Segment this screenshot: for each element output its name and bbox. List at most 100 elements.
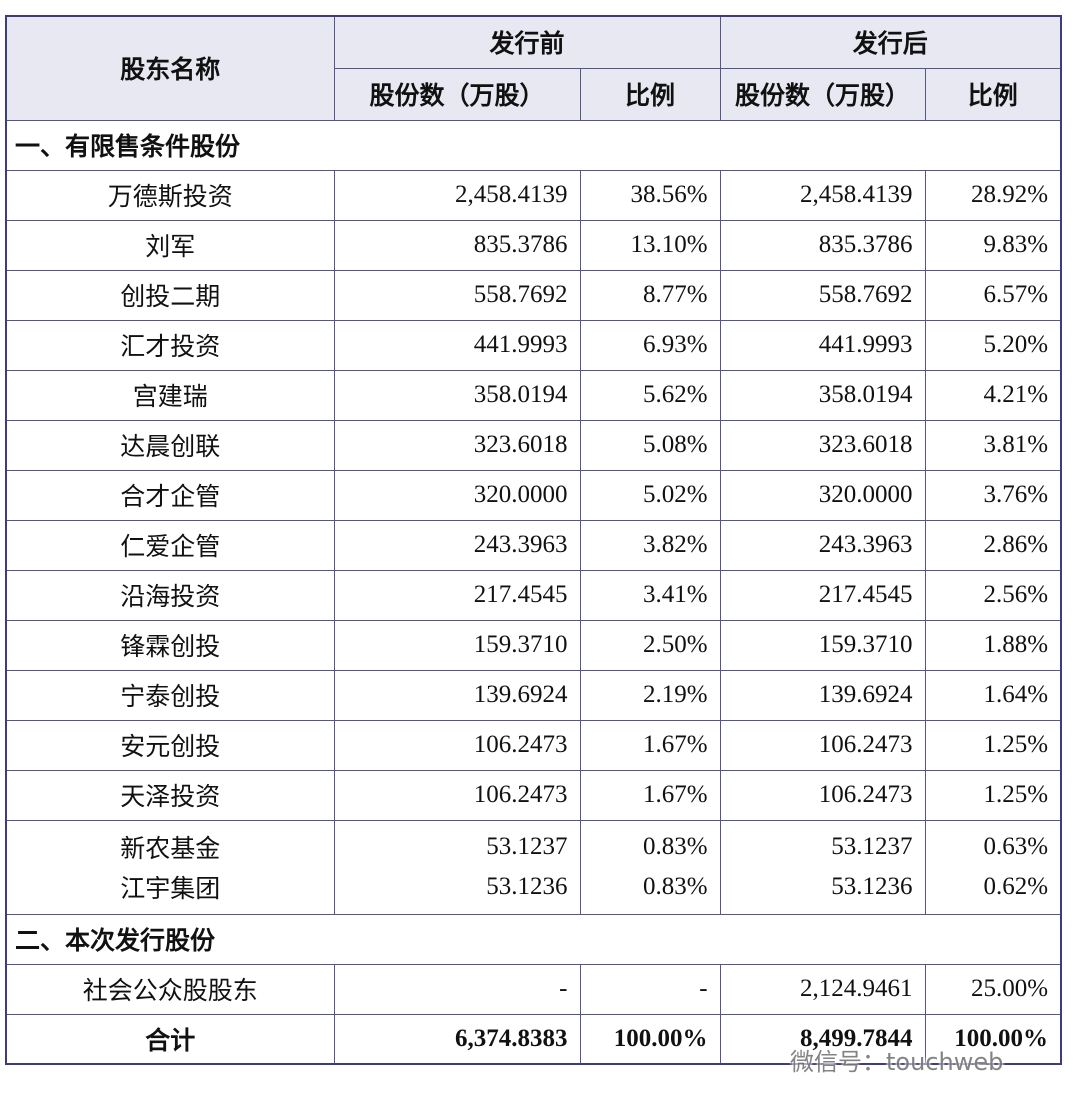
number-cell: 53.1236 (333, 867, 581, 915)
table-row: 合计 6,374.8383 100.00% 8,499.7844 100.00% (5, 1013, 1062, 1065)
number-cell: 2.56% (924, 569, 1062, 621)
number-cell: 323.6018 (719, 419, 926, 471)
number-cell: 243.3963 (719, 519, 926, 571)
number-cell: 0.62% (924, 867, 1062, 915)
number-cell: 9.83% (924, 219, 1062, 271)
number-cell: 1.88% (924, 619, 1062, 671)
number-cell: 358.0194 (333, 369, 581, 421)
name-cell: 达晨创联 (5, 419, 335, 471)
name-cell: 新农基金 (5, 819, 335, 867)
number-cell: 3.76% (924, 469, 1062, 521)
number-cell: 320.0000 (333, 469, 581, 521)
number-cell: 358.0194 (719, 369, 926, 421)
number-cell: 1.25% (924, 769, 1062, 821)
number-cell: 159.3710 (719, 619, 926, 671)
number-cell: 2.50% (579, 619, 721, 671)
section-row: 二、本次发行股份 (5, 913, 1062, 965)
number-cell: 441.9993 (333, 319, 581, 371)
table-row: 锋霖创投 159.3710 2.50% 159.3710 1.88% (5, 619, 1062, 671)
number-cell: 2,124.9461 (719, 963, 926, 1015)
number-cell: 6.93% (579, 319, 721, 371)
header-cell: 股份数（万股） (719, 67, 926, 121)
name-cell: 安元创投 (5, 719, 335, 771)
number-cell: 106.2473 (719, 769, 926, 821)
name-cell: 仁爱企管 (5, 519, 335, 571)
number-cell: 6,374.8383 (333, 1013, 581, 1065)
number-cell: 2.86% (924, 519, 1062, 571)
shareholding-table: 股东名称 发行前 发行后 股份数（万股） 比例 股份数（万股） 比例 一、有限售… (5, 15, 1063, 1065)
number-cell: 243.3963 (333, 519, 581, 571)
table-row: 万德斯投资 2,458.4139 38.56% 2,458.4139 28.92% (5, 169, 1062, 221)
number-cell: 53.1236 (719, 867, 926, 915)
number-cell: 441.9993 (719, 319, 926, 371)
table-row: 江宇集团 53.1236 0.83% 53.1236 0.62% (5, 867, 1062, 915)
number-cell: 835.3786 (719, 219, 926, 271)
header-cell: 股份数（万股） (333, 67, 581, 121)
table-row: 安元创投 106.2473 1.67% 106.2473 1.25% (5, 719, 1062, 771)
number-cell: 0.83% (579, 867, 721, 915)
name-cell: 沿海投资 (5, 569, 335, 621)
number-cell: 28.92% (924, 169, 1062, 221)
number-cell: - (333, 963, 581, 1015)
table-row: 达晨创联 323.6018 5.08% 323.6018 3.81% (5, 419, 1062, 471)
number-cell: 8.77% (579, 269, 721, 321)
name-cell: 万德斯投资 (5, 169, 335, 221)
number-cell: 139.6924 (333, 669, 581, 721)
number-cell: 100.00% (924, 1013, 1062, 1065)
table-row: 沿海投资 217.4545 3.41% 217.4545 2.56% (5, 569, 1062, 621)
number-cell: 1.67% (579, 769, 721, 821)
number-cell: 217.4545 (333, 569, 581, 621)
number-cell: 3.41% (579, 569, 721, 621)
name-cell: 宁泰创投 (5, 669, 335, 721)
number-cell: 217.4545 (719, 569, 926, 621)
number-cell: 100.00% (579, 1013, 721, 1065)
number-cell: 25.00% (924, 963, 1062, 1015)
section-title: 一、有限售条件股份 (5, 119, 1062, 171)
number-cell: 159.3710 (333, 619, 581, 671)
table-body: 一、有限售条件股份 万德斯投资 2,458.4139 38.56% 2,458.4139… (5, 119, 1062, 1065)
number-cell: 53.1237 (333, 819, 581, 867)
number-cell: 1.67% (579, 719, 721, 771)
number-cell: 2,458.4139 (719, 169, 926, 221)
table-row: 宁泰创投 139.6924 2.19% 139.6924 1.64% (5, 669, 1062, 721)
name-cell: 刘军 (5, 219, 335, 271)
number-cell: 558.7692 (333, 269, 581, 321)
number-cell: 38.56% (579, 169, 721, 221)
table-row: 汇才投资 441.9993 6.93% 441.9993 5.20% (5, 319, 1062, 371)
number-cell: 5.62% (579, 369, 721, 421)
header-cell: 比例 (579, 67, 721, 121)
number-cell: 4.21% (924, 369, 1062, 421)
name-cell: 江宇集团 (5, 867, 335, 915)
table-row: 刘军 835.3786 13.10% 835.3786 9.83% (5, 219, 1062, 271)
name-cell: 社会公众股股东 (5, 963, 335, 1015)
number-cell: 2,458.4139 (333, 169, 581, 221)
number-cell: 3.82% (579, 519, 721, 571)
number-cell: 3.81% (924, 419, 1062, 471)
section-row: 一、有限售条件股份 (5, 119, 1062, 171)
number-cell: 835.3786 (333, 219, 581, 271)
number-cell: 323.6018 (333, 419, 581, 471)
header-cell: 比例 (924, 67, 1062, 121)
number-cell: 5.20% (924, 319, 1062, 371)
table-row: 新农基金 53.1237 0.83% 53.1237 0.63% (5, 819, 1062, 867)
name-cell: 宫建瑞 (5, 369, 335, 421)
header-cell: 发行后 (719, 15, 1062, 69)
number-cell: 139.6924 (719, 669, 926, 721)
number-cell: 558.7692 (719, 269, 926, 321)
number-cell: 106.2473 (719, 719, 926, 771)
number-cell: 5.02% (579, 469, 721, 521)
number-cell: 1.64% (924, 669, 1062, 721)
table-row: 创投二期 558.7692 8.77% 558.7692 6.57% (5, 269, 1062, 321)
number-cell: 6.57% (924, 269, 1062, 321)
number-cell: 8,499.7844 (719, 1013, 926, 1065)
table-row: 天泽投资 106.2473 1.67% 106.2473 1.25% (5, 769, 1062, 821)
name-cell: 天泽投资 (5, 769, 335, 821)
table-row: 合才企管 320.0000 5.02% 320.0000 3.76% (5, 469, 1062, 521)
number-cell: 106.2473 (333, 769, 581, 821)
number-cell: - (579, 963, 721, 1015)
section-title: 二、本次发行股份 (5, 913, 1062, 965)
name-cell: 锋霖创投 (5, 619, 335, 671)
number-cell: 5.08% (579, 419, 721, 471)
number-cell: 2.19% (579, 669, 721, 721)
